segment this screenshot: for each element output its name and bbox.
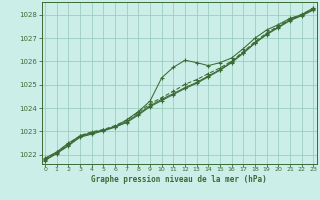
- X-axis label: Graphe pression niveau de la mer (hPa): Graphe pression niveau de la mer (hPa): [91, 175, 267, 184]
